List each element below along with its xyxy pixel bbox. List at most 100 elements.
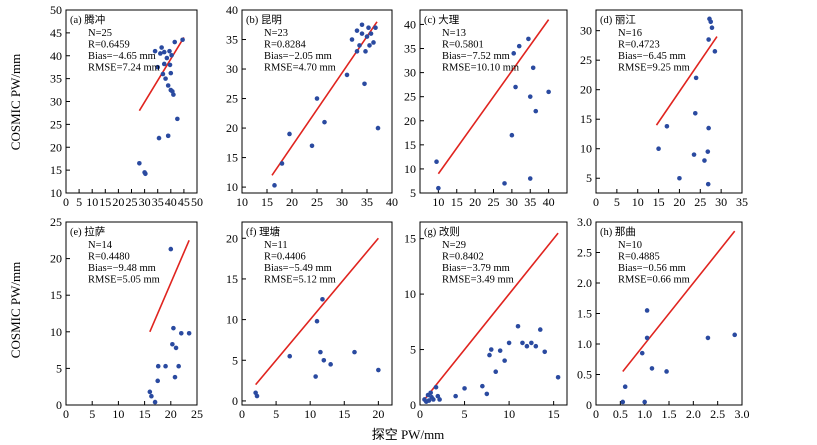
panel-title: (g) 改则 [424,225,460,238]
data-point [158,51,163,56]
data-point [156,135,162,141]
data-point [428,390,433,396]
x-tick-label: 5 [273,407,279,421]
y-tick-label: 5 [410,343,416,357]
data-point [152,48,158,54]
x-tick-label: 1.5 [662,407,677,421]
data-point [484,391,490,397]
x-tick-label: 35 [152,195,164,209]
data-point [502,181,507,186]
data-point [527,176,533,181]
data-point [642,399,647,405]
data-point [313,374,318,379]
data-point [352,349,357,355]
fit-line [255,237,379,386]
data-point [186,330,192,336]
y-tick-label: 15 [404,138,416,152]
data-point [167,48,172,54]
data-point [161,61,167,67]
x-tick-label: 2.0 [686,407,701,421]
data-point [709,25,715,31]
data-point [354,49,360,54]
data-point [168,70,174,76]
panel-title: (c) 大理 [424,13,460,26]
data-point [530,65,536,71]
x-tick-label: 25 [311,195,323,209]
panel-g: 0 5 10 15 0 5 10 15 (g) 改则 N=29R=0.8402Bias=−3.79… [404,221,568,421]
y-tick-label: 15 [226,151,238,165]
y-tick-label: 0 [232,394,238,408]
panel-title: (a) 腾冲 [70,13,105,26]
data-point [644,308,650,313]
panel-b: 10 15 20 25 30 35 40 10 15 20 25 30 35 40 (b) 昆明 N=23R=… [226,3,398,209]
data-point [462,386,467,391]
panel-stat: R=0.8284 [264,40,307,51]
panel-stat: N=29 [442,240,466,251]
panel-stat: RMSE=0.66 mm [618,275,690,286]
panel-stat: Bias=−2.05 mm [264,51,332,62]
panel-title: (h) 那曲 [600,226,636,238]
y-tick-label: 25 [50,117,62,131]
panel-f: 0 5 10 15 20 0 5 10 15 20 (f) 理塘 N=11R=0.4406Bias=−… [226,221,393,421]
x-tick-label: 10 [632,195,644,209]
data-point [509,132,515,138]
panel-stat: Bias=−4.65 mm [88,51,156,62]
data-point [497,348,503,353]
data-point [137,160,142,166]
data-point [168,246,174,252]
panel-a: 0 5 10 15 20 25 30 35 40 45 50101520253035404550(a… [50,3,203,209]
plot-frame [65,221,198,406]
y-tick-label: 20 [404,114,416,128]
data-point [368,31,374,36]
data-point [426,398,432,403]
data-point [165,83,171,88]
x-tick-label: 0.5 [613,407,628,421]
data-point [172,374,178,380]
data-point [172,39,178,45]
data-point [354,28,360,33]
data-point [173,345,179,351]
x-tick-label: 40 [543,195,555,209]
x-tick-label: 30 [715,195,727,209]
data-point [502,358,507,363]
data-point [366,25,371,31]
panel-e: 0 5 10 15 20 25 0 5 10 15 20 25 (e) 拉萨 N=14R=0.4480Bi… [50,215,203,421]
y-tick-label: 1.0 [577,337,592,351]
y-tick-label: 35 [50,72,62,86]
data-point [149,393,154,399]
y-tick-label: 15 [50,163,62,177]
x-tick-label: 0 [239,407,245,421]
x-tick-label: 35 [524,195,536,209]
y-tick-label: 20 [226,231,238,245]
panel-stat: N=10 [618,240,642,251]
y-tick-label: 25 [50,215,62,229]
panel-title: (e) 拉萨 [70,225,105,238]
data-point [537,327,543,332]
data-point [705,335,711,341]
x-tick-label: 45 [178,195,190,209]
y-tick-label: 5 [586,171,592,185]
data-point [529,340,534,346]
y-tick-label: 30 [226,62,238,76]
panel-stat: R=0.6459 [88,40,130,51]
data-point [359,22,365,28]
data-point [171,325,176,331]
x-tick-label: 1.0 [637,407,652,421]
y-tick-label: 25 [580,53,592,67]
y-tick-label: 30 [580,24,592,38]
x-tick-label: 40 [386,195,398,209]
data-point [705,181,711,187]
x-tick-label: 20 [673,195,685,209]
panel-stat: RMSE=5.12 mm [264,275,336,286]
panel-stat: N=16 [618,28,642,39]
data-point [155,64,160,70]
data-point [691,152,697,157]
data-point [555,374,561,380]
data-point [511,51,517,56]
x-tick-label: 20 [165,407,177,421]
y-tick-label: 25 [226,92,238,106]
panel-stat: Bias=−0.56 mm [618,263,686,274]
x-tick-label: 20 [112,195,124,209]
plot-frame [65,9,198,194]
